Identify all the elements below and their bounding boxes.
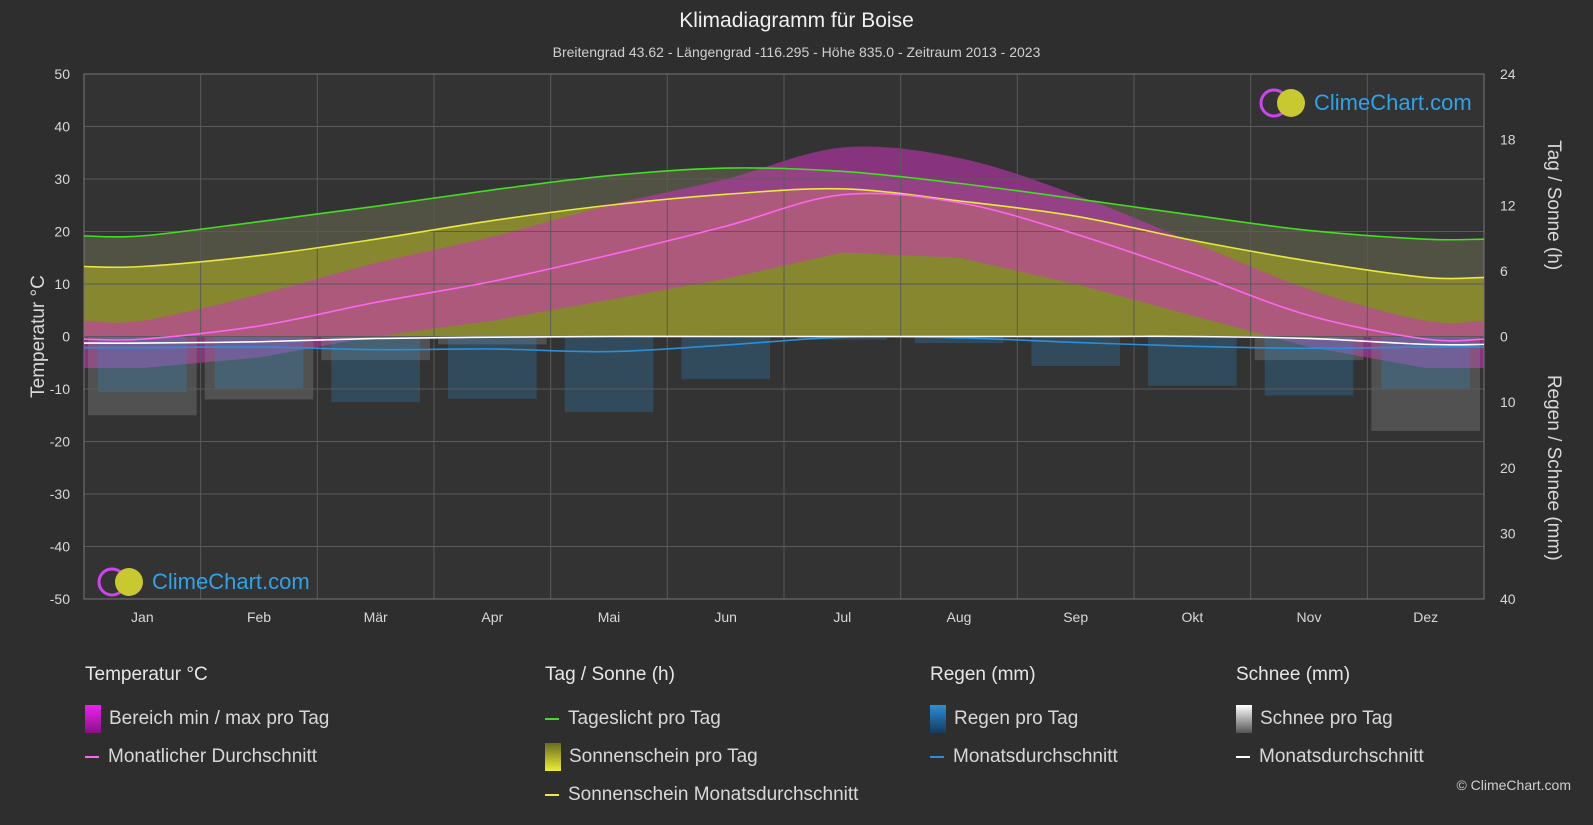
month-label: Nov [1297, 609, 1322, 625]
legend-sun: Tag / Sonne (h) Tageslicht pro Tag Sonne… [545, 664, 858, 814]
rain-bar [214, 336, 304, 389]
logo-bottom[interactable]: ClimeChart.com [96, 565, 310, 599]
rain-bar [798, 336, 887, 340]
month-label: Sep [1063, 609, 1088, 625]
rain-bar [98, 336, 187, 393]
temp-range-swatch [85, 705, 101, 733]
legend-rain-day: Regen pro Tag [954, 708, 1079, 729]
temp-tick-label: 10 [54, 276, 70, 292]
legend-rain-avg: Monatsdurchschnitt [953, 746, 1118, 767]
rain-tick-label: 30 [1500, 525, 1516, 541]
snow-avg-swatch [1236, 756, 1250, 758]
legend-rain: Regen (mm) Regen pro Tag Monatsdurchschn… [930, 664, 1118, 776]
rain-avg-line [83, 335, 1485, 353]
snow-bar [1371, 336, 1480, 431]
legend-rain-heading: Regen (mm) [930, 664, 1036, 685]
sunshine-avg-swatch [545, 794, 559, 796]
temp-tick-label: -50 [50, 591, 70, 607]
legend-temp-heading: Temperatur °C [85, 664, 208, 685]
month-label: Jun [714, 609, 737, 625]
copyright: © ClimeChart.com [1456, 777, 1571, 793]
temp-tick-label: 40 [54, 119, 70, 135]
rain-bar [914, 336, 1004, 344]
logo-text: ClimeChart.com [1314, 90, 1472, 115]
rain-tick-label: 40 [1500, 591, 1516, 607]
legend-sun-heading: Tag / Sonne (h) [545, 664, 675, 685]
temp-axis-title: Temperatur °C [28, 275, 49, 398]
month-label: Jul [833, 609, 851, 625]
month-label: Mär [364, 609, 388, 625]
sunshine-avg-line [83, 187, 1485, 280]
legend-sunshine-avg: Sonnenschein Monatsdurchschnitt [568, 784, 859, 805]
chart-title: Klimadiagramm für Boise [679, 9, 914, 32]
plot-border [83, 73, 1485, 600]
legend-temp-range: Bereich min / max pro Tag [109, 708, 330, 729]
legend-temperature: Temperatur °C Bereich min / max pro Tag … [85, 664, 329, 776]
snow-swatch [1236, 705, 1252, 733]
temp-tick-label: -40 [50, 539, 70, 555]
snow-bar [88, 336, 197, 416]
temp-tick-label: 0 [62, 329, 70, 345]
rain-axis-title: Regen / Schnee (mm) [1543, 375, 1564, 561]
rain-bar [1148, 336, 1237, 386]
month-label: Jan [131, 609, 154, 625]
temp-tick-label: -10 [50, 381, 70, 397]
rain-bar [564, 336, 654, 412]
snow-bar [321, 336, 430, 361]
rain-bar [448, 336, 537, 399]
daylight-line [83, 167, 1485, 241]
legend-sunshine: Sonnenschein pro Tag [569, 746, 758, 767]
daylight-swatch [545, 718, 559, 720]
chart-subtitle: Breitengrad 43.62 - Längengrad -116.295 … [552, 44, 1041, 60]
logo-text: ClimeChart.com [152, 569, 310, 594]
temp-avg-line [83, 192, 1485, 342]
sun-tick-label: 12 [1500, 197, 1516, 213]
temp-avg-swatch [85, 756, 99, 758]
temp-tick-label: 30 [54, 171, 70, 187]
rain-avg-swatch [930, 756, 944, 758]
legend-snow: Schnee (mm) Schnee pro Tag Monatsdurchsc… [1236, 664, 1424, 776]
rain-swatch [930, 705, 946, 733]
month-label: Okt [1181, 609, 1203, 625]
sun-tick-label: 6 [1500, 263, 1508, 279]
month-label: Mai [598, 609, 621, 625]
sun-axis-title: Tag / Sonne (h) [1543, 140, 1564, 270]
logo-top[interactable]: ClimeChart.com [1258, 86, 1472, 120]
rain-bar [1264, 336, 1354, 396]
sun-tick-label: 18 [1500, 132, 1516, 148]
temp-tick-label: 50 [54, 66, 70, 82]
legend-snow-heading: Schnee (mm) [1236, 664, 1351, 685]
logo-icon [97, 567, 143, 597]
month-label: Feb [247, 609, 271, 625]
snow-bar [438, 336, 547, 345]
rain-tick-label: 10 [1500, 394, 1516, 410]
temp-tick-label: -30 [50, 486, 70, 502]
rain-bar [331, 336, 420, 403]
legend-temp-avg: Monatlicher Durchschnitt [108, 746, 318, 767]
month-label: Dez [1413, 609, 1438, 625]
temp-tick-label: 20 [54, 224, 70, 240]
sun-tick-label: 0 [1500, 329, 1508, 345]
rain-tick-label: 20 [1500, 460, 1516, 476]
sunshine-swatch [545, 743, 561, 771]
month-label: Apr [481, 609, 503, 625]
legend-daylight: Tageslicht pro Tag [568, 708, 721, 729]
legend-snow-avg: Monatsdurchschnitt [1259, 746, 1424, 767]
snow-avg-line [83, 335, 1485, 346]
legend-snow-day: Schnee pro Tag [1260, 708, 1393, 729]
logo-icon [1259, 88, 1305, 118]
month-label: Aug [947, 609, 972, 625]
sun-tick-label: 24 [1500, 66, 1516, 82]
temp-tick-label: -20 [50, 434, 70, 450]
